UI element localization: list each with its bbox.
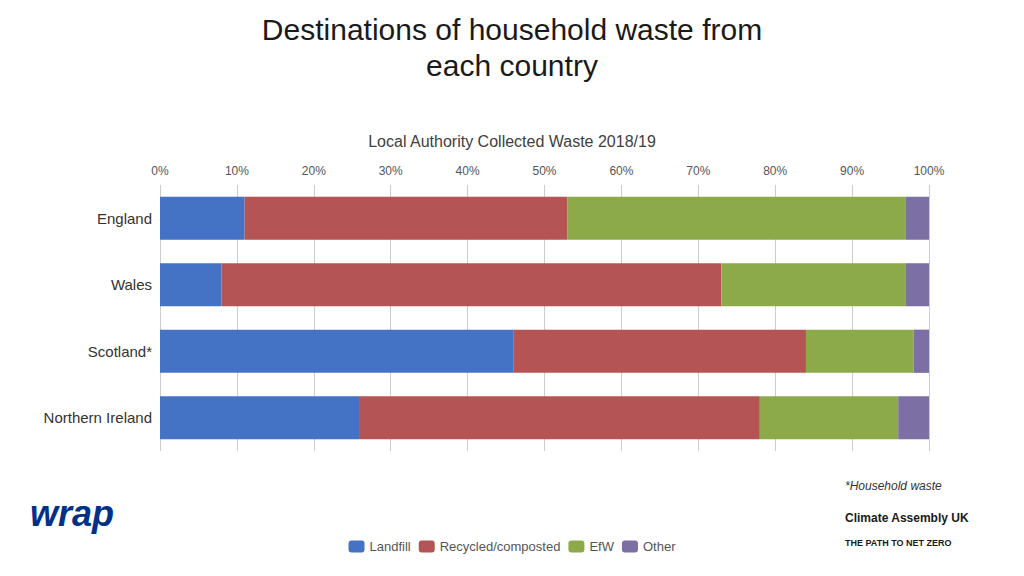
svg-text:30%: 30% [379,164,403,178]
svg-text:England: England [97,210,152,227]
svg-text:90%: 90% [840,164,864,178]
svg-text:EfW: EfW [589,539,614,554]
svg-text:Wales: Wales [111,276,152,293]
svg-text:*Household waste: *Household waste [845,479,942,493]
svg-text:40%: 40% [456,164,480,178]
svg-text:Local Authority Collected Wast: Local Authority Collected Waste 2018/19 [368,133,656,150]
svg-text:100%: 100% [914,164,945,178]
svg-text:0%: 0% [151,164,169,178]
svg-text:each country: each country [426,49,598,82]
svg-text:20%: 20% [302,164,326,178]
svg-text:Landfill: Landfill [370,539,411,554]
svg-text:Recycled/composted: Recycled/composted [440,539,561,554]
svg-text:Other: Other [643,539,676,554]
svg-text:60%: 60% [609,164,633,178]
svg-text:10%: 10% [225,164,249,178]
svg-text:wrap: wrap [30,493,114,534]
svg-text:THE PATH TO NET ZERO: THE PATH TO NET ZERO [845,538,952,548]
svg-text:Destinations of household wast: Destinations of household waste from [262,13,762,46]
svg-text:Scotland*: Scotland* [88,343,152,360]
svg-text:50%: 50% [532,164,556,178]
svg-text:80%: 80% [763,164,787,178]
svg-text:Northern Ireland: Northern Ireland [44,409,152,426]
svg-text:Climate Assembly UK: Climate Assembly UK [845,511,969,525]
svg-text:70%: 70% [686,164,710,178]
